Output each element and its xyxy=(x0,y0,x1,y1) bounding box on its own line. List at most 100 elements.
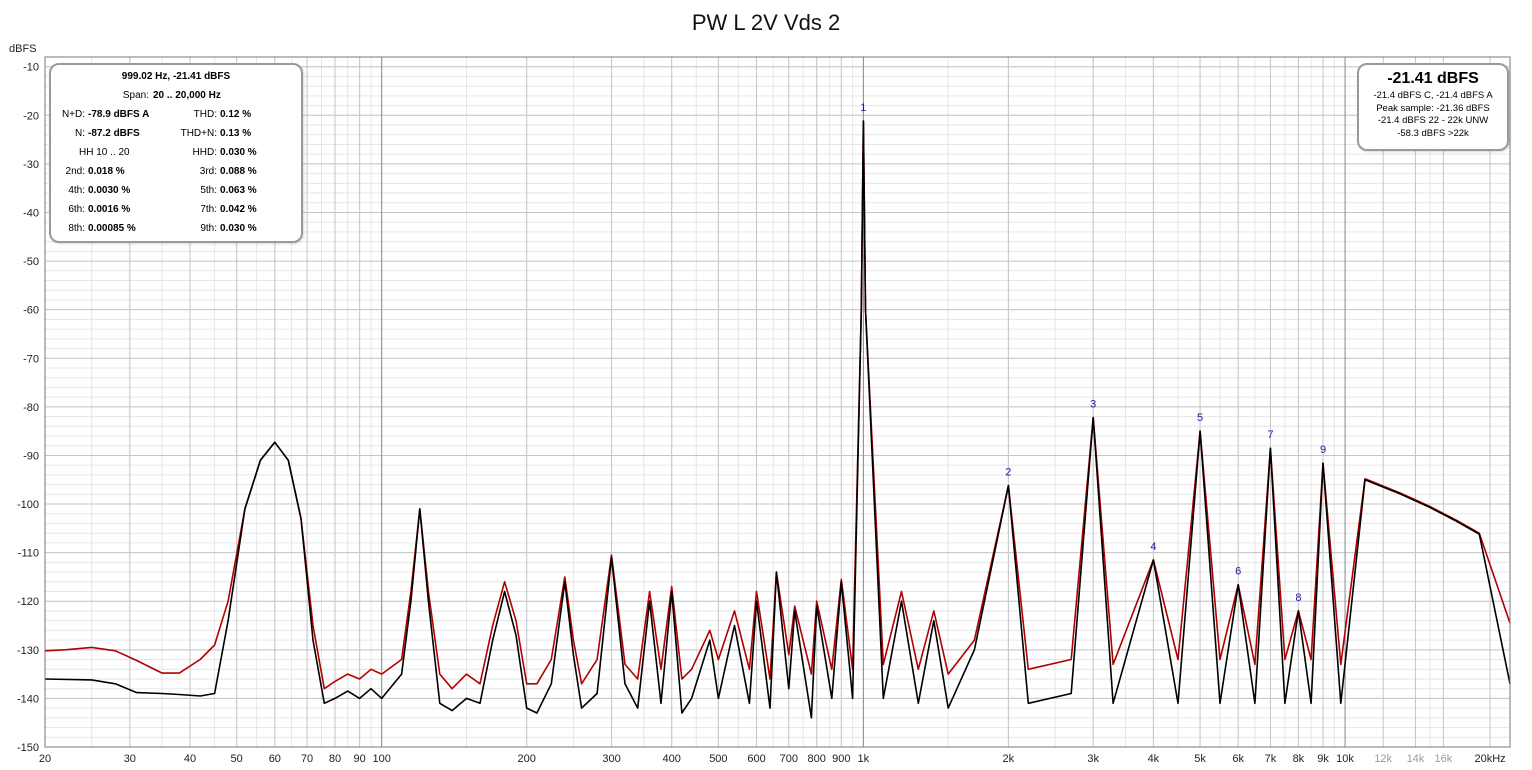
hh-label: HH 10 .. 20 xyxy=(79,147,130,158)
stat-value: 0.088 % xyxy=(220,166,257,177)
y-tick-label: -100 xyxy=(17,499,39,511)
x-tick-label: 9k xyxy=(1317,753,1329,765)
x-tick-label: 90 xyxy=(354,753,366,765)
x-tick-label: 80 xyxy=(329,753,341,765)
stat-value: 0.030 % xyxy=(220,147,257,158)
y-tick-label: -80 xyxy=(23,402,39,414)
harmonic-marker-label: 9 xyxy=(1320,444,1326,456)
x-tick-label: 60 xyxy=(269,753,281,765)
y-tick-label: -50 xyxy=(23,256,39,268)
plot-border xyxy=(44,56,1511,748)
stat-value: -87.2 dBFS xyxy=(88,128,140,139)
series-line xyxy=(44,120,1511,719)
x-tick-label: 6k xyxy=(1232,753,1244,765)
stat-label: THD+N: xyxy=(180,128,217,139)
stat-value: 0.018 % xyxy=(88,166,125,177)
series-layer xyxy=(44,120,1511,719)
harmonic-marker-label: 3 xyxy=(1090,399,1096,411)
span-value: 20 .. 20,000 Hz xyxy=(153,90,221,101)
stat-value: 0.042 % xyxy=(220,204,257,215)
harmonic-marker-label: 7 xyxy=(1267,429,1273,441)
harmonic-marker-label: 2 xyxy=(1005,467,1011,479)
x-tick-label: 14k xyxy=(1407,753,1425,765)
x-tick-label: 20 xyxy=(39,753,51,765)
x-tick-label: 40 xyxy=(184,753,196,765)
x-tick-label: 16k xyxy=(1435,753,1453,765)
x-tick-label: 200 xyxy=(518,753,536,765)
x-tick-label: 400 xyxy=(663,753,681,765)
x-tick-label: 900 xyxy=(832,753,850,765)
level-line: -58.3 dBFS >22k xyxy=(1397,127,1469,139)
x-tick-label: 30 xyxy=(124,753,136,765)
stats-row: 4th: 0.0030 % 5th: 0.063 % xyxy=(51,181,301,200)
harmonic-markers: 1 2 3 4 5 6 7 8 9 xyxy=(860,102,1326,604)
stat-value: 0.0016 % xyxy=(88,204,131,215)
series-line xyxy=(44,120,1511,690)
stats-span-row: Span: 20 .. 20,000 Hz xyxy=(51,86,301,105)
x-tick-label: 8k xyxy=(1293,753,1305,765)
y-tick-label: -60 xyxy=(23,305,39,317)
stat-label: 7th: xyxy=(200,204,217,215)
x-tick-label: 500 xyxy=(709,753,727,765)
stat-label: 5th: xyxy=(200,185,217,196)
level-main: -21.41 dBFS xyxy=(1387,70,1479,87)
x-tick-label: 70 xyxy=(301,753,313,765)
stat-label: N: xyxy=(75,128,85,139)
stats-row: 2nd: 0.018 % 3rd: 0.088 % xyxy=(51,162,301,181)
y-tick-label: -40 xyxy=(23,207,39,219)
harmonic-marker-label: 5 xyxy=(1197,412,1203,424)
span-label: Span: xyxy=(122,90,149,101)
x-tick-label: 800 xyxy=(808,753,826,765)
y-tick-label: -90 xyxy=(23,450,39,462)
chart-title: PW L 2V Vds 2 xyxy=(691,10,841,35)
hh-row: HH 10 .. 20 xyxy=(51,143,301,162)
stats-header: 999.02 Hz, -21.41 dBFS xyxy=(121,71,231,82)
harmonic-marker-label: 8 xyxy=(1295,592,1301,604)
y-axis-label: dBFS xyxy=(9,43,37,55)
y-tick-label: -30 xyxy=(23,159,39,171)
stat-label: 4th: xyxy=(68,185,85,196)
stat-label: 6th: xyxy=(68,204,85,215)
x-tick-label: 1k xyxy=(858,753,870,765)
stats-row: N: -87.2 dBFS THD+N: 0.13 % xyxy=(51,124,301,143)
x-tick-label: 7k xyxy=(1265,753,1277,765)
y-tick-label: -10 xyxy=(23,62,39,74)
stat-label: 2nd: xyxy=(65,166,85,177)
stat-label: N+D: xyxy=(61,109,85,120)
stat-value: 0.12 % xyxy=(220,109,252,120)
y-tick-label: -130 xyxy=(17,645,39,657)
x-tick-label: 700 xyxy=(780,753,798,765)
x-tick-label: 600 xyxy=(747,753,765,765)
stat-value: 0.00085 % xyxy=(88,223,136,234)
stat-label: 9th: xyxy=(200,223,217,234)
x-tick-label: 50 xyxy=(231,753,243,765)
stat-value: 0.0030 % xyxy=(88,185,131,196)
stat-value: 0.063 % xyxy=(220,185,257,196)
x-tick-label: 3k xyxy=(1087,753,1099,765)
level-line: -21.4 dBFS C, -21.4 dBFS A xyxy=(1373,90,1493,101)
x-tick-label: 10k xyxy=(1336,753,1354,765)
stat-label: 8th: xyxy=(68,223,85,234)
stat-label: THD: xyxy=(193,109,217,120)
y-tick-label: -20 xyxy=(23,110,39,122)
stat-value: 0.030 % xyxy=(220,223,257,234)
y-tick-label: -70 xyxy=(23,353,39,365)
stats-row: 6th: 0.0016 % 7th: 0.042 % xyxy=(51,200,301,219)
y-tick-label: -110 xyxy=(18,548,39,560)
x-tick-label: 4k xyxy=(1148,753,1160,765)
stats-box: 999.02 Hz, -21.41 dBFS Span: 20 .. 20,00… xyxy=(49,63,303,243)
y-tick-label: -140 xyxy=(17,693,39,705)
x-tick-label: 12k xyxy=(1374,753,1392,765)
y-tick-label: -150 xyxy=(17,742,39,754)
stat-label: 3rd: xyxy=(199,166,217,177)
stats-row: N+D: -78.9 dBFS A THD: 0.12 % xyxy=(51,105,301,124)
harmonic-marker-label: 6 xyxy=(1235,566,1241,578)
x-tick-label: 20kHz xyxy=(1474,753,1505,765)
level-line: Peak sample: -21.36 dBFS xyxy=(1376,102,1490,114)
y-tick-label: -120 xyxy=(17,596,39,608)
stat-value: 0.13 % xyxy=(220,128,252,139)
level-box: -21.41 dBFS -21.4 dBFS C, -21.4 dBFS A P… xyxy=(1357,63,1509,151)
x-tick-label: 5k xyxy=(1194,753,1206,765)
x-tick-label: 300 xyxy=(602,753,620,765)
stats-row: HHD: 0.030 % xyxy=(51,143,301,162)
